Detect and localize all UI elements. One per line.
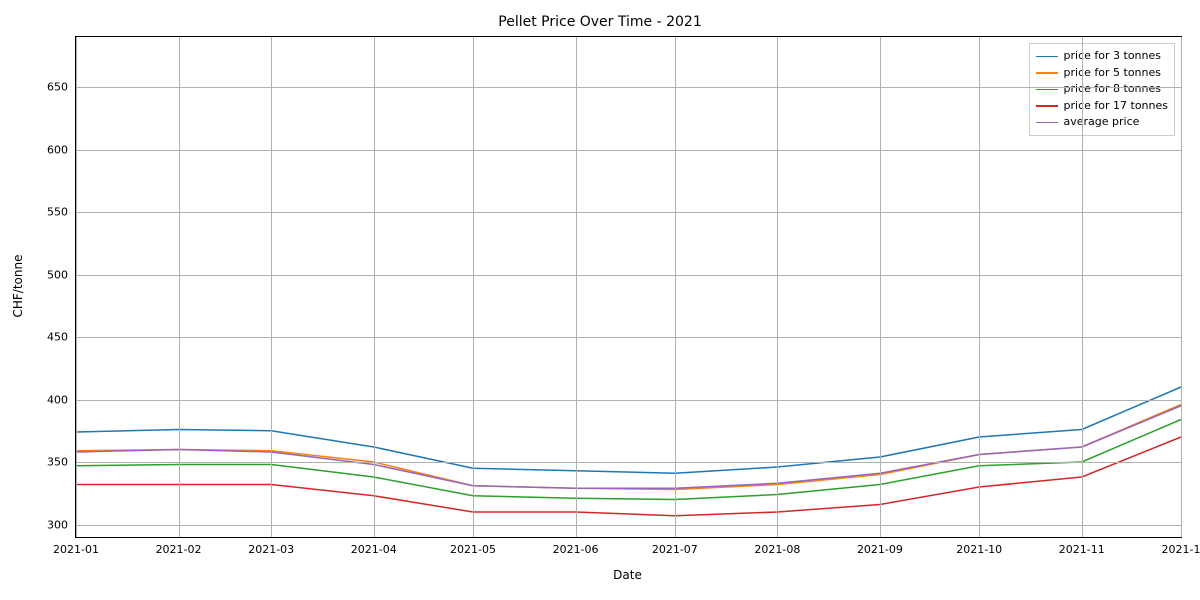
y-tick-label: 450 — [47, 331, 68, 344]
legend-swatch — [1036, 89, 1058, 91]
grid-line-horizontal — [76, 150, 1181, 151]
legend-label: price for 3 tonnes — [1064, 48, 1161, 65]
grid-line-vertical — [1181, 37, 1182, 537]
grid-line-vertical — [675, 37, 676, 537]
legend-label: price for 5 tonnes — [1064, 65, 1161, 82]
legend-swatch — [1036, 72, 1058, 74]
x-tick-label: 2021-06 — [553, 543, 599, 556]
grid-line-horizontal — [76, 400, 1181, 401]
legend-row: price for 17 tonnes — [1036, 98, 1168, 115]
x-tick-label: 2021-11 — [1059, 543, 1105, 556]
grid-line-vertical — [76, 37, 77, 537]
legend: price for 3 tonnesprice for 5 tonnespric… — [1029, 43, 1175, 136]
grid-line-horizontal — [76, 337, 1181, 338]
grid-line-horizontal — [76, 87, 1181, 88]
grid-line-vertical — [979, 37, 980, 537]
y-tick-label: 350 — [47, 456, 68, 469]
x-tick-label: 2021-10 — [956, 543, 1002, 556]
x-tick-label: 2021-1 — [1162, 543, 1200, 556]
grid-line-horizontal — [76, 212, 1181, 213]
y-tick-label: 400 — [47, 393, 68, 406]
grid-line-vertical — [576, 37, 577, 537]
grid-line-vertical — [880, 37, 881, 537]
grid-line-vertical — [1082, 37, 1083, 537]
x-tick-label: 2021-09 — [857, 543, 903, 556]
pellet-price-chart: Pellet Price Over Time - 2021 price for … — [0, 0, 1200, 600]
x-tick-label: 2021-01 — [53, 543, 99, 556]
grid-line-horizontal — [76, 275, 1181, 276]
y-tick-label: 600 — [47, 143, 68, 156]
series-line — [76, 406, 1181, 489]
x-axis-label: Date — [613, 568, 642, 582]
grid-line-horizontal — [76, 462, 1181, 463]
legend-row: price for 5 tonnes — [1036, 65, 1168, 82]
grid-line-vertical — [271, 37, 272, 537]
y-tick-label: 550 — [47, 206, 68, 219]
series-line — [76, 437, 1181, 516]
legend-swatch — [1036, 105, 1058, 107]
x-tick-label: 2021-08 — [754, 543, 800, 556]
legend-row: average price — [1036, 114, 1168, 131]
y-tick-label: 650 — [47, 81, 68, 94]
chart-title: Pellet Price Over Time - 2021 — [0, 14, 1200, 30]
plot-area: price for 3 tonnesprice for 5 tonnespric… — [75, 36, 1182, 538]
legend-row: price for 3 tonnes — [1036, 48, 1168, 65]
grid-line-horizontal — [76, 525, 1181, 526]
legend-label: price for 17 tonnes — [1064, 98, 1168, 115]
grid-line-vertical — [374, 37, 375, 537]
x-tick-label: 2021-04 — [351, 543, 397, 556]
legend-row: price for 8 tonnes — [1036, 81, 1168, 98]
x-tick-label: 2021-02 — [156, 543, 202, 556]
x-tick-label: 2021-05 — [450, 543, 496, 556]
y-axis-label: CHF/tonne — [11, 255, 25, 318]
series-line — [76, 405, 1181, 490]
legend-label: price for 8 tonnes — [1064, 81, 1161, 98]
x-tick-label: 2021-03 — [248, 543, 294, 556]
y-tick-label: 300 — [47, 518, 68, 531]
legend-swatch — [1036, 56, 1058, 58]
y-tick-label: 500 — [47, 268, 68, 281]
legend-label: average price — [1064, 114, 1140, 131]
legend-swatch — [1036, 122, 1058, 124]
x-tick-label: 2021-07 — [652, 543, 698, 556]
grid-line-vertical — [179, 37, 180, 537]
grid-line-vertical — [473, 37, 474, 537]
grid-line-vertical — [777, 37, 778, 537]
